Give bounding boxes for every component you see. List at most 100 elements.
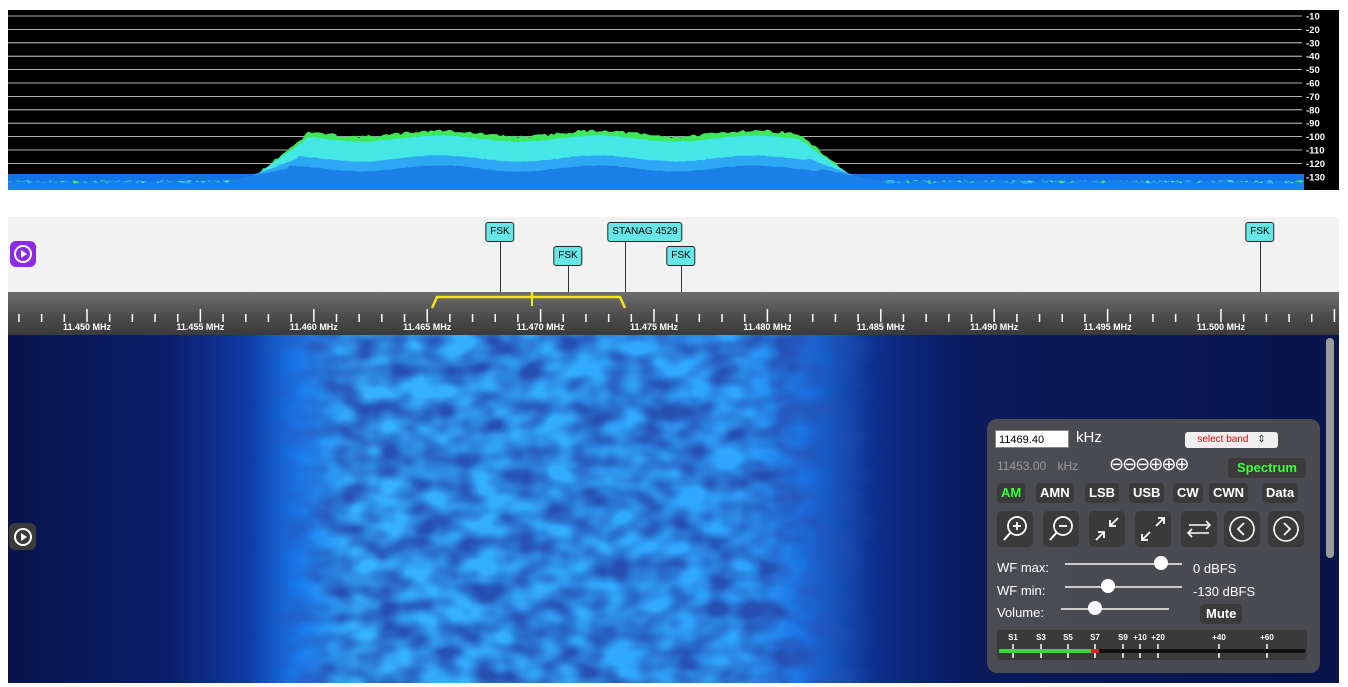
prev-freq-value: 11453.00 (997, 459, 1047, 473)
dx-line (625, 240, 626, 292)
collapse-arrows-icon (1095, 517, 1119, 541)
wf-min-slider[interactable] (1065, 586, 1182, 588)
swap-button[interactable] (1181, 511, 1217, 547)
band-select[interactable]: select band ⇕ (1185, 432, 1278, 448)
volume-slider[interactable] (1061, 608, 1169, 610)
dx-line (681, 264, 682, 292)
waterfall-scrollbar[interactable] (1326, 338, 1334, 558)
mode-data-button[interactable]: Data (1262, 483, 1299, 503)
s-meter-label: +60 (1260, 633, 1274, 642)
wf-min-value: -130 dBFS (1193, 584, 1256, 599)
s-meter-label: +20 (1151, 633, 1165, 642)
chevron-right-icon (1273, 516, 1299, 542)
dx-label-fsk[interactable]: FSK (553, 246, 583, 266)
db-scale-label: -60 (1306, 79, 1320, 90)
expand-arrows-icon (1141, 517, 1165, 541)
zoom-out-icon (1049, 516, 1073, 541)
swap-arrows-icon (1186, 520, 1212, 538)
scale-label: 11.450 MHz (63, 322, 112, 332)
control-panel: 11469.40 kHz select band ⇕ 11453.00 kHz … (987, 419, 1320, 673)
band-select-label: select band (1197, 434, 1249, 445)
s-meter-label: S5 (1063, 633, 1073, 642)
s-meter: S1 S3 S5 S7 S9 +10 +20 +40 +60 (997, 630, 1307, 660)
frequency-scale[interactable]: 11.450 MHz 11.455 MHz 11.460 MHz 11.465 MHz… (8, 292, 1348, 335)
passband-marker (430, 292, 627, 309)
db-scale-label: -20 (1306, 25, 1320, 36)
s-meter-label: S7 (1090, 633, 1100, 642)
spectrum-trace (8, 165, 1304, 190)
spectrum-plot: -10 -20 -30 -40 -50 -60 -70 -80 -90 -100 -110 -120 -… (8, 12, 1325, 190)
s-meter-scale: S1 S3 S5 S7 S9 +10 +20 +40 +60 (999, 633, 1305, 658)
scale-ticks: 11.450 MHz 11.455 MHz 11.460 MHz 11.465 MHz… (18, 292, 1348, 332)
scale-label: 11.495 MHz (1084, 322, 1133, 332)
db-scale-label: -120 (1306, 159, 1325, 170)
scale-label: 11.490 MHz (970, 322, 1019, 332)
scale-label: 11.455 MHz (176, 322, 225, 332)
dx-line (500, 240, 501, 292)
volume-slider-knob[interactable] (1088, 601, 1102, 615)
db-scale-label: -130 (1306, 172, 1325, 183)
s-meter-label: +10 (1133, 633, 1147, 642)
prev-freq-unit: kHz (1057, 459, 1079, 473)
audio-start-button[interactable] (10, 241, 36, 267)
zoom-in-icon (1003, 516, 1027, 541)
waterfall-play-button[interactable] (9, 523, 36, 550)
db-scale-label: -90 (1306, 119, 1320, 130)
mode-amn-button[interactable]: AMN (1036, 483, 1074, 503)
dx-label-fsk[interactable]: FSK (666, 246, 696, 266)
db-scale-label: -80 (1306, 105, 1320, 116)
mute-button[interactable]: Mute (1200, 604, 1243, 624)
zoom-in-button[interactable] (997, 511, 1033, 547)
s-meter-bar-red (1091, 649, 1099, 653)
scale-label: 11.460 MHz (290, 322, 339, 332)
spectrum-display[interactable]: -10 -20 -30 -40 -50 -60 -70 -80 -90 -100 -110 -120 -… (8, 10, 1339, 190)
volume-label: Volume: (997, 605, 1044, 620)
play-icon (13, 527, 32, 546)
select-arrows-icon: ⇕ (1257, 434, 1266, 445)
scale-label: 11.500 MHz (1197, 322, 1246, 332)
mode-cwn-button[interactable]: CWN (1209, 483, 1249, 503)
scale-label: 11.465 MHz (403, 322, 452, 332)
db-scale-label: -110 (1306, 146, 1325, 157)
spectrum-button[interactable]: Spectrum (1228, 458, 1306, 478)
step-forward-button[interactable] (1268, 511, 1304, 547)
db-scale-label: -40 (1306, 52, 1320, 63)
wf-max-slider[interactable] (1065, 563, 1182, 565)
wf-max-label: WF max: (997, 560, 1049, 575)
dx-label-fsk[interactable]: FSK (1245, 222, 1275, 242)
db-scale-label: -30 (1306, 38, 1320, 49)
wf-max-value: 0 dBFS (1193, 561, 1237, 576)
scale-label: 11.470 MHz (517, 322, 566, 332)
s-meter-label: +40 (1212, 633, 1226, 642)
dx-line (1260, 240, 1261, 292)
mode-lsb-button[interactable]: LSB (1085, 483, 1119, 503)
wf-max-slider-knob[interactable] (1154, 556, 1168, 570)
wf-min-label: WF min: (997, 583, 1046, 598)
wf-min-slider-knob[interactable] (1101, 579, 1115, 593)
db-scale-label: -10 (1306, 12, 1320, 23)
dx-label-fsk[interactable]: FSK (485, 222, 515, 242)
mode-usb-button[interactable]: USB (1129, 483, 1165, 503)
previous-frequency[interactable]: 11453.00 kHz (997, 459, 1078, 473)
scale-label: 11.485 MHz (857, 322, 906, 332)
step-back-button[interactable] (1224, 511, 1260, 547)
mode-am-button[interactable]: AM (997, 483, 1026, 503)
s-meter-label: S3 (1036, 633, 1046, 642)
dx-label-stanag[interactable]: STANAG 4529 (607, 222, 683, 242)
scale-label: 11.480 MHz (743, 322, 792, 332)
zoom-max-in-button[interactable] (1089, 511, 1125, 547)
scale-label: 11.475 MHz (630, 322, 679, 332)
s-meter-label: S9 (1118, 633, 1128, 642)
frequency-input[interactable]: 11469.40 (995, 430, 1069, 448)
play-icon (14, 245, 32, 263)
s-meter-bar-green (999, 649, 1091, 653)
db-scale-label: -100 (1306, 132, 1325, 143)
mode-cw-button[interactable]: CW (1173, 483, 1203, 503)
dx-label-strip: FSK FSK STANAG 4529 FSK FSK (8, 217, 1339, 292)
zoom-max-out-button[interactable] (1135, 511, 1171, 547)
zoom-out-button[interactable] (1043, 511, 1079, 547)
freq-unit-label: kHz (1076, 429, 1102, 446)
s-meter-bar-bg (999, 649, 1305, 653)
db-scale-label: -50 (1306, 65, 1320, 76)
step-buttons[interactable]: ⊖⊖⊖⊕⊕⊕ (1109, 454, 1189, 474)
